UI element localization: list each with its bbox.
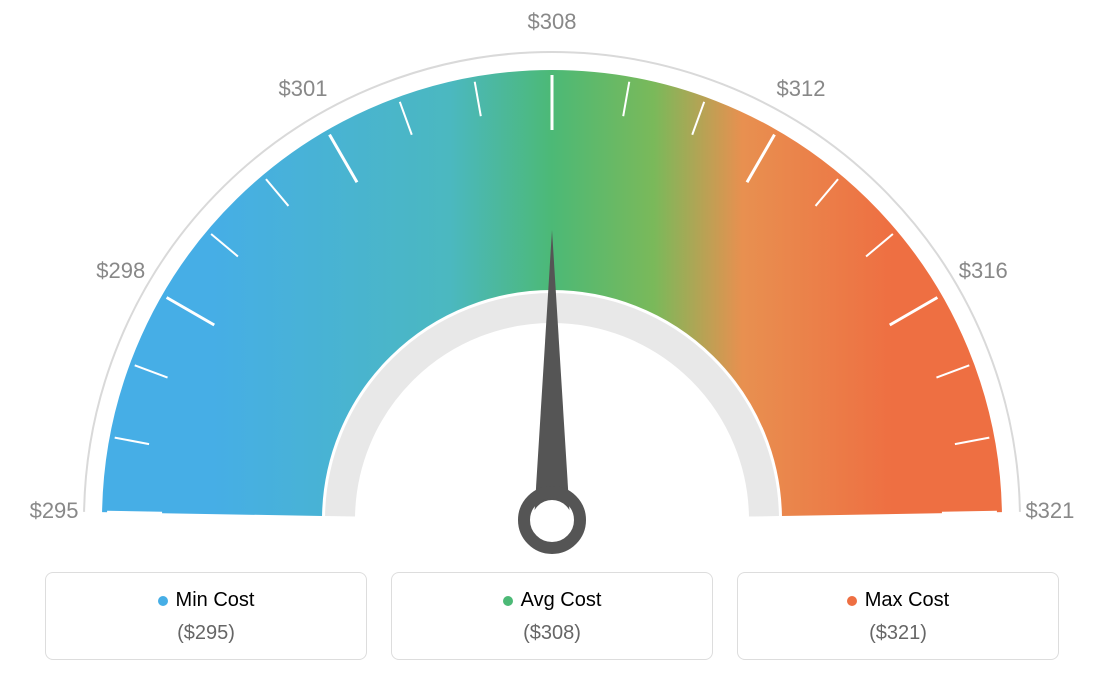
legend-label-min: Min Cost bbox=[158, 589, 255, 612]
legend-label-max: Max Cost bbox=[847, 589, 949, 612]
gauge-tick-label: $308 bbox=[528, 9, 577, 35]
legend-label-avg: Avg Cost bbox=[503, 589, 602, 612]
legend-value-max: ($321) bbox=[738, 622, 1058, 645]
gauge-tick-label: $298 bbox=[96, 258, 145, 284]
legend-card-min: Min Cost ($295) bbox=[45, 572, 367, 660]
gauge-chart: $295 $298 $301 $308 $312 $316 $321 bbox=[0, 0, 1104, 560]
gauge-svg bbox=[0, 0, 1104, 560]
gauge-tick-label: $316 bbox=[959, 258, 1008, 284]
legend-text-min: Min Cost bbox=[176, 589, 255, 612]
legend-value-min: ($295) bbox=[46, 622, 366, 645]
legend-value-avg: ($308) bbox=[392, 622, 712, 645]
legend-text-max: Max Cost bbox=[865, 589, 949, 612]
legend-card-max: Max Cost ($321) bbox=[737, 572, 1059, 660]
dot-avg bbox=[503, 596, 513, 606]
gauge-tick-label: $321 bbox=[1025, 498, 1074, 524]
legend-card-avg: Avg Cost ($308) bbox=[391, 572, 713, 660]
legend-row: Min Cost ($295) Avg Cost ($308) Max Cost… bbox=[0, 572, 1104, 660]
dot-max bbox=[847, 596, 857, 606]
gauge-tick-label: $301 bbox=[279, 76, 328, 102]
gauge-tick-label: $295 bbox=[30, 498, 79, 524]
gauge-tick-label: $312 bbox=[777, 76, 826, 102]
legend-text-avg: Avg Cost bbox=[521, 589, 602, 612]
dot-min bbox=[158, 596, 168, 606]
